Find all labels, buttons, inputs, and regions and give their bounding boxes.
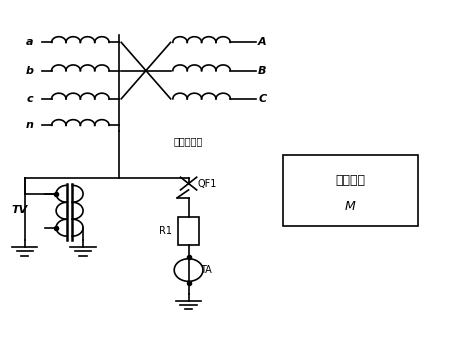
Text: C: C xyxy=(258,94,266,104)
Text: TV: TV xyxy=(11,205,27,215)
Bar xyxy=(283,155,418,226)
Bar xyxy=(178,217,198,245)
Text: a: a xyxy=(26,37,34,47)
Text: A: A xyxy=(258,37,267,47)
Text: QF1: QF1 xyxy=(198,179,217,189)
Text: 接地变压器: 接地变压器 xyxy=(174,136,203,146)
Text: 控制系统: 控制系统 xyxy=(335,174,365,186)
Text: B: B xyxy=(258,66,267,76)
Text: c: c xyxy=(27,94,34,104)
Text: TA: TA xyxy=(200,265,211,275)
Text: n: n xyxy=(26,120,34,130)
Text: R1: R1 xyxy=(159,226,172,236)
Text: M: M xyxy=(345,200,356,213)
Text: b: b xyxy=(26,66,34,76)
